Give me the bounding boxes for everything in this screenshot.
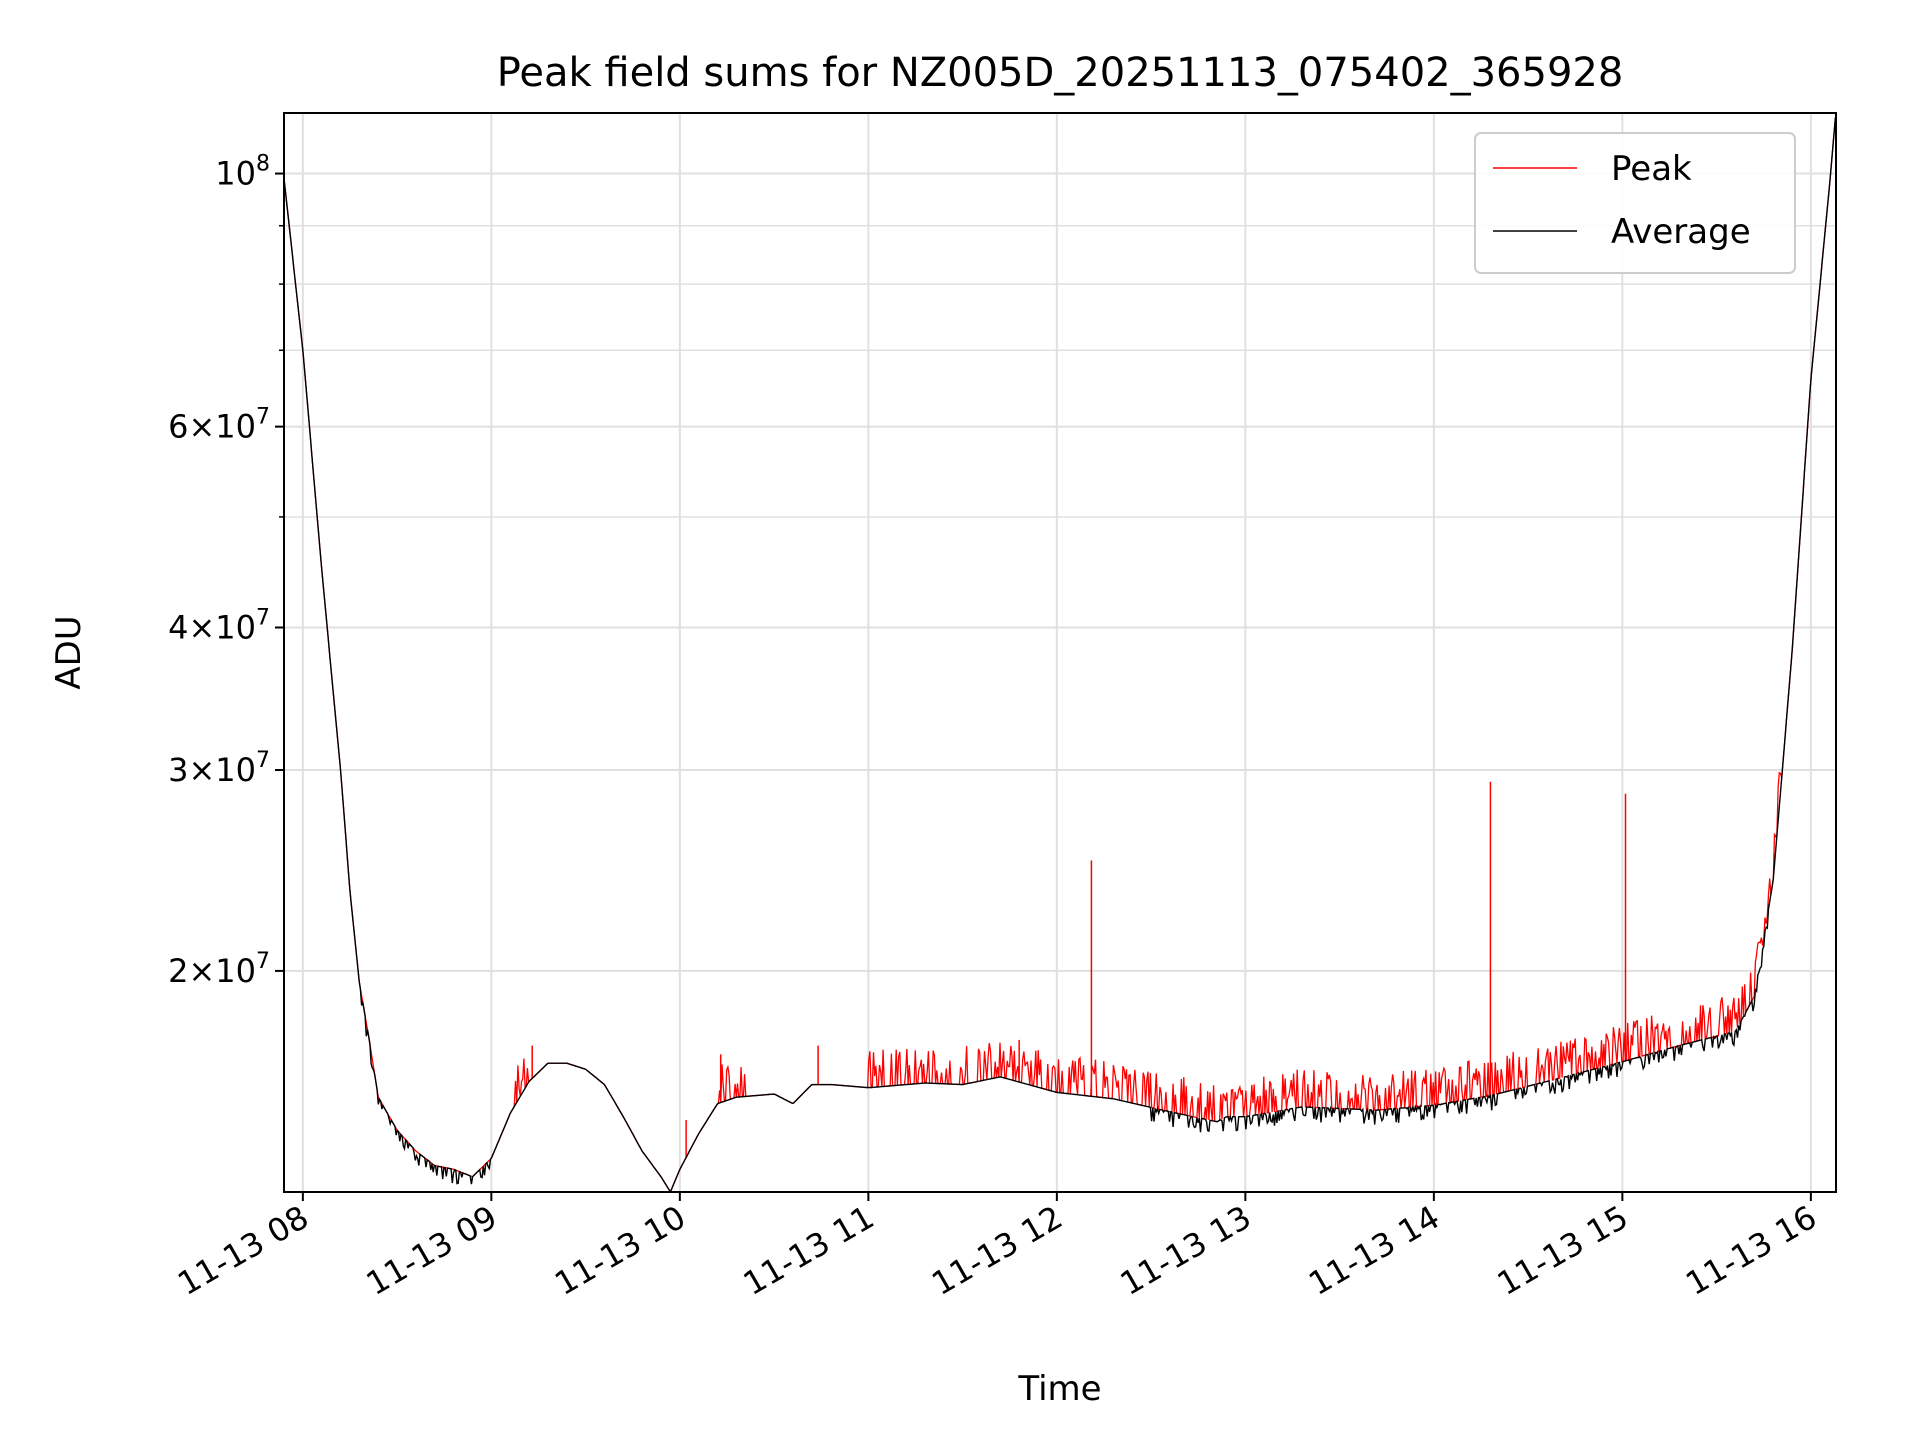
average-line: [283, 117, 1837, 1193]
x-axis-label: Time: [1017, 1369, 1101, 1409]
y-tick-label: 108: [215, 152, 270, 193]
y-tick-label: 2×107: [168, 949, 270, 990]
x-tick-label: 11-13 15: [1491, 1198, 1635, 1303]
peak-series: [283, 117, 1837, 1193]
y-tick-label: 3×107: [168, 748, 270, 789]
y-tick-exponent: 8: [256, 152, 270, 177]
y-tick-times: ×10: [188, 751, 256, 789]
x-tick-label: 11-13 13: [1114, 1198, 1258, 1303]
y-axis-label: ADU: [49, 615, 89, 689]
x-tick-label: 11-13 12: [925, 1198, 1069, 1303]
y-tick-exponent: 7: [256, 748, 270, 773]
y-tick-mantissa: 6: [168, 408, 188, 446]
y-tick-mantissa: 4: [168, 608, 188, 646]
y-tick-exponent: 7: [256, 949, 270, 974]
average-line-group: [283, 117, 1837, 1193]
legend-peak-label: Peak: [1611, 149, 1692, 189]
y-tick-base: 10: [215, 155, 256, 193]
x-tick-label: 11-13 10: [548, 1198, 692, 1303]
y-tick-label: 4×107: [168, 605, 270, 646]
x-tick-label: 11-13 16: [1679, 1198, 1823, 1303]
grid: [284, 113, 1836, 1192]
y-tick-times: ×10: [188, 952, 256, 990]
y-tick-times: ×10: [188, 408, 256, 446]
y-tick-mantissa: 2: [168, 952, 188, 990]
y-tick-times: ×10: [188, 608, 256, 646]
legend: Peak Average: [1474, 132, 1796, 274]
y-tick-label: 6×107: [168, 405, 270, 446]
legend-average-label: Average: [1611, 212, 1751, 252]
plot-frame: [283, 112, 1837, 1193]
x-tick-label: 11-13 11: [737, 1198, 881, 1303]
peak-line: [283, 117, 1837, 1193]
x-tick-label: 11-13 08: [171, 1198, 315, 1303]
y-tick-exponent: 7: [256, 605, 270, 630]
y-tick-exponent: 7: [256, 405, 270, 430]
chart-title: Peak field sums for NZ005D_20251113_0754…: [497, 50, 1624, 96]
x-axis: 11-13 08 11-13 09 11-13 10 11-13 11 11-13 12…: [171, 1192, 1823, 1303]
x-tick-label: 11-13 09: [360, 1198, 504, 1303]
y-tick-mantissa: 3: [168, 751, 188, 789]
x-tick-label: 11-13 14: [1302, 1198, 1446, 1303]
